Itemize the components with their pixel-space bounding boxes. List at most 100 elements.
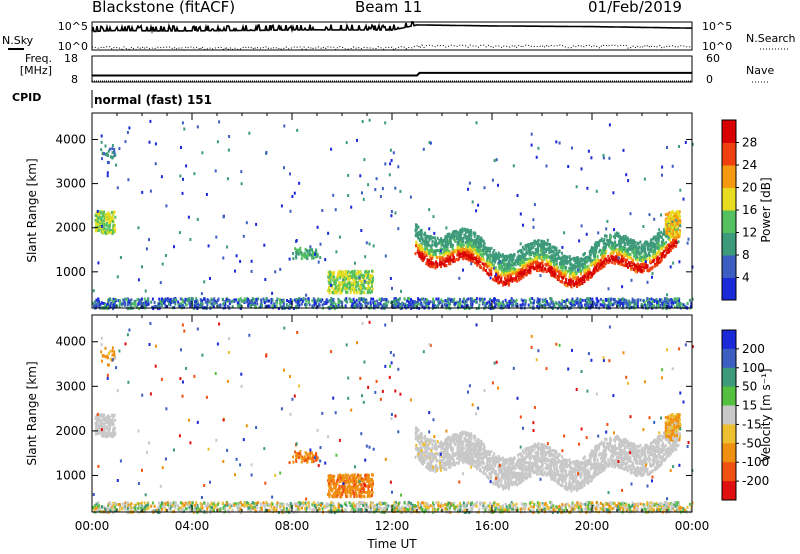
power-echo	[278, 298, 281, 302]
power-echo	[260, 303, 263, 307]
power-echo	[570, 262, 573, 266]
power-echo	[462, 297, 465, 301]
power-echo	[655, 253, 658, 257]
power-echo	[316, 253, 319, 257]
power-echo	[530, 143, 533, 147]
power-echo	[539, 274, 542, 278]
power-echo	[495, 158, 498, 162]
power-echo	[555, 246, 558, 250]
power-echo	[491, 260, 494, 264]
power-echo	[558, 141, 561, 145]
power-echo	[363, 158, 366, 162]
power-echo	[345, 290, 347, 294]
power-echo	[510, 301, 513, 305]
power-echo	[634, 267, 637, 271]
power-echo	[630, 242, 633, 246]
power-echo	[600, 253, 603, 256]
power-echo	[172, 297, 175, 301]
power-echo	[395, 299, 398, 303]
power-echo	[581, 275, 584, 279]
power-echo	[541, 264, 544, 268]
power-echo	[419, 239, 421, 243]
power-echo	[541, 299, 544, 303]
power-echo	[510, 254, 513, 258]
power-echo	[348, 297, 351, 301]
power-echo	[504, 273, 507, 277]
power-echo	[623, 264, 626, 268]
power-echo	[514, 263, 517, 267]
power-echo	[96, 223, 99, 226]
power-echo	[289, 209, 292, 213]
power-echo	[441, 240, 444, 244]
power-echo	[483, 186, 486, 190]
power-echo	[467, 256, 470, 260]
power-echo	[466, 298, 469, 302]
power-echo	[100, 148, 103, 152]
power-echo	[549, 246, 552, 250]
power-echo	[545, 164, 548, 168]
power-echo	[555, 248, 558, 252]
power-echo	[525, 261, 528, 265]
power-echo	[331, 291, 334, 295]
power-echo	[491, 254, 494, 258]
power-echo	[468, 246, 471, 250]
power-ytick-label: 1000	[55, 265, 86, 279]
power-echo	[92, 302, 95, 306]
power-echo	[643, 177, 646, 181]
power-echo	[464, 248, 467, 252]
power-echo	[492, 263, 495, 267]
power-echo	[353, 305, 355, 309]
power-echo	[333, 279, 336, 283]
power-echo	[228, 135, 231, 138]
power-echo	[451, 298, 454, 302]
power-echo	[615, 300, 618, 304]
power-echo	[130, 298, 133, 302]
power-echo	[512, 255, 515, 259]
power-echo	[329, 272, 332, 276]
power-echo	[532, 305, 535, 309]
power-echo	[248, 302, 251, 306]
power-echo	[560, 274, 563, 278]
power-echo	[542, 245, 545, 249]
power-echo	[423, 240, 426, 243]
power-echo	[540, 259, 543, 263]
power-echo	[472, 243, 475, 247]
power-echo	[328, 285, 331, 289]
power-echo	[590, 298, 593, 302]
power-echo	[587, 272, 590, 276]
power-echo	[533, 244, 536, 248]
power-echo	[542, 304, 545, 308]
power-echo	[443, 253, 446, 257]
power-echo	[470, 230, 473, 234]
power-echo	[339, 275, 342, 279]
power-echo	[141, 265, 143, 269]
power-echo	[578, 239, 581, 243]
power-echo	[513, 271, 516, 275]
power-echo	[454, 259, 456, 263]
power-echo	[529, 297, 532, 301]
power-echo	[579, 301, 582, 305]
power-echo	[359, 174, 362, 178]
power-echo	[504, 272, 507, 275]
power-echo	[399, 189, 402, 193]
power-echo	[545, 247, 548, 251]
power-echo	[563, 272, 566, 276]
power-echo	[456, 244, 459, 247]
power-echo	[94, 227, 97, 231]
power-echo	[583, 280, 586, 284]
power-echo	[494, 266, 497, 270]
power-echo	[109, 301, 112, 305]
power-echo	[97, 261, 100, 265]
power-echo	[332, 298, 335, 301]
power-echo	[646, 280, 649, 284]
power-echo	[408, 297, 411, 300]
power-echo	[533, 258, 536, 262]
power-echo	[371, 283, 373, 287]
power-echo	[626, 258, 629, 262]
power-echo	[637, 242, 640, 246]
power-echo	[447, 297, 449, 301]
power-echo	[228, 299, 231, 303]
power-echo	[480, 236, 483, 240]
power-echo	[307, 300, 310, 304]
power-echo	[348, 272, 351, 276]
